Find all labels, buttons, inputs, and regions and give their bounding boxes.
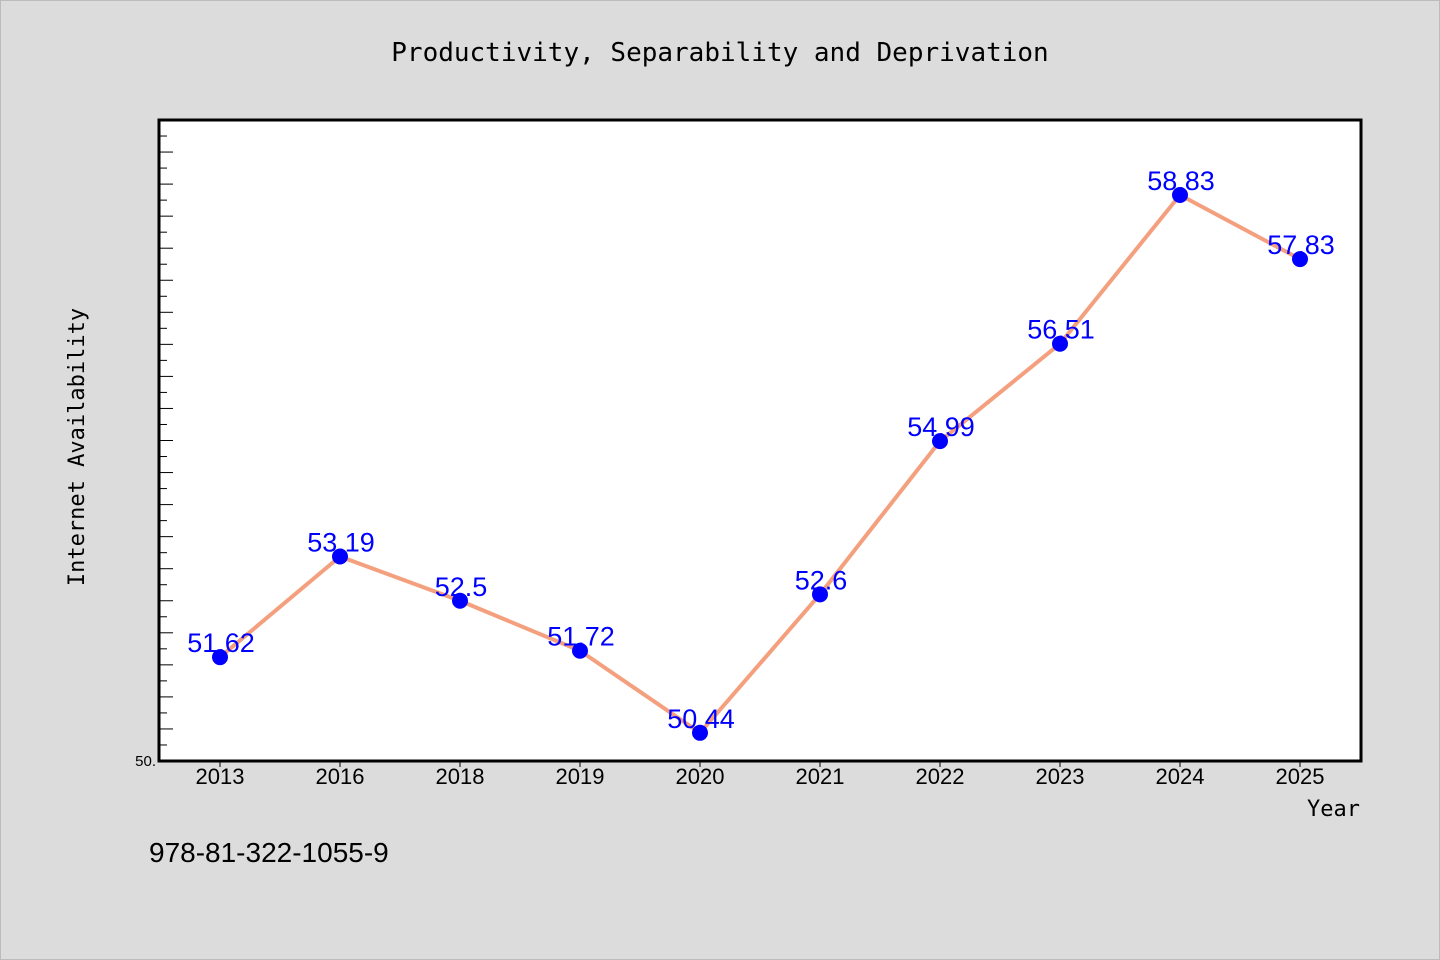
series-layer: 51.62 53.19 52.5 51.72 50.44 52.6 54.99 56.51 58… (187, 166, 1335, 741)
x-axis-ticks: 2013 2016 2018 2019 2020 2021 2022 2023 2024 2025 (196, 761, 1325, 789)
data-point (212, 649, 228, 666)
data-point (1172, 186, 1188, 203)
x-tick-label: 2025 (1276, 764, 1325, 789)
y-axis-ticks (159, 119, 173, 762)
series-line (218, 192, 1302, 735)
x-tick-label: 2021 (796, 764, 845, 789)
chart-title: Productivity, Separability and Deprivati… (391, 38, 1048, 68)
plot-area (157, 118, 1363, 763)
data-label: 50.44 (667, 704, 735, 734)
data-point (692, 724, 708, 741)
y-tick-label: 50. (135, 753, 156, 770)
x-tick-label: 2018 (436, 764, 485, 789)
data-label: 52.5 (435, 572, 488, 602)
x-tick-label: 2024 (1156, 764, 1205, 789)
data-point (452, 592, 468, 609)
data-point (332, 548, 348, 565)
x-tick-label: 2020 (676, 764, 725, 789)
data-label: 56.51 (1027, 315, 1095, 345)
data-label: 53.19 (307, 528, 375, 558)
data-point (1052, 335, 1068, 352)
data-point (1292, 251, 1308, 268)
x-tick-label: 2016 (316, 764, 365, 789)
y-axis-title: Internet Availability (65, 308, 90, 586)
data-label: 51.72 (547, 622, 615, 652)
data-label: 54.99 (907, 412, 975, 442)
x-tick-label: 2019 (556, 764, 605, 789)
x-axis-title: Year (1307, 797, 1360, 822)
x-tick-label: 2022 (916, 764, 965, 789)
data-point (572, 642, 588, 659)
data-label: 52.6 (795, 565, 848, 595)
x-tick-label: 2013 (196, 764, 245, 789)
data-label: 58.83 (1147, 166, 1215, 196)
data-label: 57.83 (1267, 230, 1335, 260)
data-label: 51.62 (187, 628, 255, 658)
data-point (932, 433, 948, 450)
x-tick-label: 2023 (1036, 764, 1085, 789)
data-point (812, 586, 828, 603)
isbn-footer: 978-81-322-1055-9 (149, 837, 389, 868)
